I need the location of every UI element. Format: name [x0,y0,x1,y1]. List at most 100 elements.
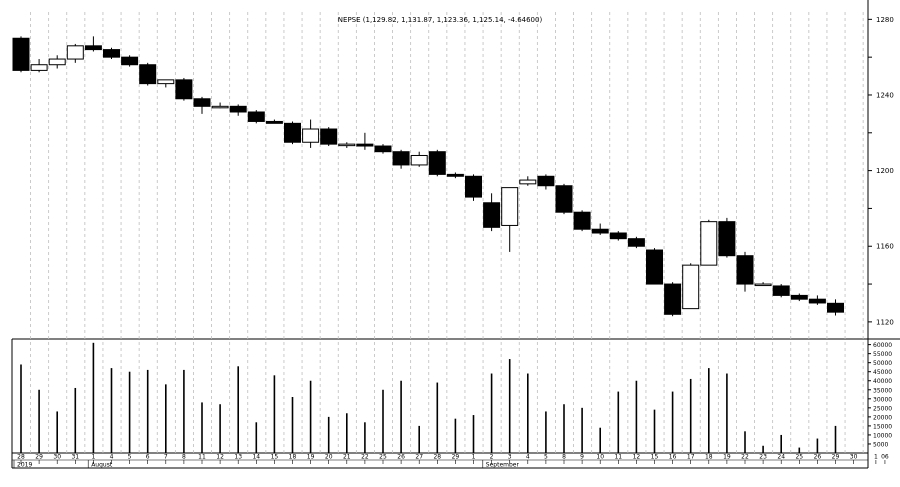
x-tick-label: 4 [110,454,114,461]
candle [139,64,157,85]
x-tick-label: 5 [544,454,548,461]
x-tick-label: 26 [397,454,405,461]
candle [465,175,482,198]
candle [229,105,247,113]
x-tick-label: 18 [705,454,713,461]
price-tick-label: 1160 [876,243,894,251]
candle [356,143,374,147]
x-tick-label: 27 [415,454,423,461]
x-tick-label: 24 [777,454,785,461]
x-tick-label: 5 [128,454,132,461]
volume-tick-label: 10000 [873,432,892,439]
candle [84,45,102,51]
volume-tick-label: 20000 [873,414,892,421]
x-tick-label: 2 [490,454,494,461]
candle [446,173,464,177]
candle [573,211,591,230]
price-tick-label: 1200 [876,167,894,175]
x-tick-label: 18 [289,454,297,461]
price-panel [12,36,844,317]
x-axis: 28 29 30 31 1 4 5 6 7 8 11 12 13 14 15 18 19 20 21 22 25 26 27… [13,454,889,469]
x-tick-label: 25 [795,454,803,461]
candle [338,143,356,147]
volume-panel [20,342,837,453]
candle [265,120,283,124]
x-period-label: September [486,462,520,469]
x-tick-label: 1 [874,454,878,461]
x-tick-label: 11 [198,454,206,461]
candle [392,151,410,166]
volume-tick-label: 5000 [873,441,888,448]
x-tick-label: 15 [271,454,279,461]
candle [537,175,555,187]
candle [66,45,84,60]
x-tick-label: 19 [307,454,315,461]
x-tick-label: 11 [614,454,622,461]
x-tick-label: 14 [252,454,260,461]
candle [627,238,645,247]
volume-tick-label: 40000 [873,378,892,385]
x-period-label: August [91,462,113,469]
candle [646,249,663,285]
x-tick-label: 30 [850,454,858,461]
candle [320,128,338,145]
candle [175,79,193,100]
candle [410,154,428,166]
x-tick-label: 7 [164,454,168,461]
x-period-label: 2019 [17,462,32,469]
x-tick-label: 20 [325,454,333,461]
x-tick-label: 15 [651,454,659,461]
x-tick-label: 28 [433,454,441,461]
candle [121,56,139,66]
x-tick-label: 19 [723,454,731,461]
candle [754,283,772,287]
x-tick-label: 31 [71,454,79,461]
volume-tick-label: 45000 [873,369,892,376]
candle [790,294,808,300]
x-tick-label: 22 [361,454,369,461]
candle [157,79,175,85]
candle [609,232,627,240]
volume-tick-label: 50000 [873,360,892,367]
x-tick-label: 17 [687,454,695,461]
price-tick-label: 1240 [876,91,894,99]
candle [718,221,736,257]
candle [302,128,320,143]
x-tick-label: 6 [146,454,150,461]
gridlines [11,0,900,469]
price-tick-label: 1120 [876,318,894,326]
volume-tick-label: 30000 [873,396,892,403]
x-tick-label: 22 [741,454,749,461]
x-tick-label: 1 [472,454,476,461]
volume-tick-label: 55000 [873,351,892,358]
x-tick-label: 9 [580,454,584,461]
x-tick-label: 1 [91,454,95,461]
candle [12,37,30,71]
candle [48,58,66,66]
volume-tick-label: 25000 [873,405,892,412]
candle [374,145,392,153]
candle [827,302,844,313]
candle [772,285,790,296]
candle [428,151,446,175]
price-tick-label: 1280 [876,16,894,24]
volume-axis: 5000 10000 15000 20000 25000 30000 35000 40000 4… [868,342,892,448]
candle [247,111,265,122]
x-tick-label: 29 [35,454,43,461]
x-tick-label: 29 [832,454,840,461]
volume-tick-label: 15000 [873,423,892,430]
candle [193,98,211,107]
chart-title: NEPSE (1,129.82, 1,131.87, 1,123.36, 1,1… [338,16,543,24]
candle [501,187,519,226]
x-tick-label: 12 [633,454,641,461]
x-tick-label: 16 [669,454,677,461]
x-tick-label: 28 [17,454,25,461]
candle [284,122,301,143]
volume-tick-label: 60000 [873,342,892,349]
candle [103,49,120,58]
x-tick-label: 13 [234,454,242,461]
candle [483,202,501,228]
x-tick-label: 26 [814,454,822,461]
x-tick-label: 21 [343,454,351,461]
x-tick-label: 30 [53,454,61,461]
